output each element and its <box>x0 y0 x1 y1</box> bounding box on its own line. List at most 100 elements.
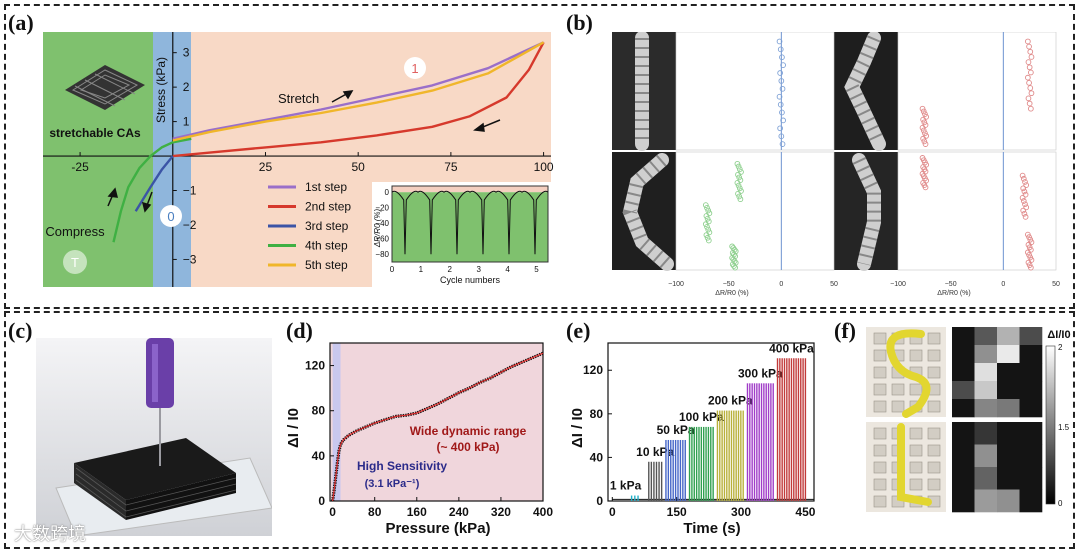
b-data-point <box>1026 79 1032 86</box>
b-data-point <box>1028 90 1035 97</box>
a-ytick-label: −2 <box>183 218 197 232</box>
f-colorbar-tick: 1.5 <box>1058 423 1070 432</box>
f-sensor-cell <box>909 427 923 440</box>
b-data-point <box>778 133 785 140</box>
f-heatmap-cell <box>997 489 1020 513</box>
b-xtick-label: 50 <box>830 281 838 288</box>
a-series-line <box>172 41 545 140</box>
d-xtick-label: 240 <box>449 505 469 519</box>
b-xlabel-left: ΔR/R0 (%) <box>715 290 748 297</box>
a-ytick-label: 2 <box>183 80 190 94</box>
panel-f-heatmaps: ΔI/I0 2 1.5 0 <box>866 327 1071 513</box>
top-frame <box>4 4 1075 309</box>
f-sensor-cell <box>927 461 941 474</box>
b-data-point <box>704 215 711 222</box>
f-heatmap-cell <box>952 399 975 418</box>
b-data-point <box>777 125 783 132</box>
f-heatmap-cell <box>974 489 998 513</box>
panel-label-c: (c) <box>8 318 33 343</box>
e-xtick-label: 0 <box>609 505 616 519</box>
b-xtick-label: −100 <box>668 281 684 288</box>
f-heatmap-cell <box>997 467 1020 490</box>
b-data-point <box>922 111 928 117</box>
a-legend-label: 5th step <box>305 258 348 272</box>
b-data-point <box>1027 85 1034 91</box>
f-colorbar-label: ΔI/I0 <box>1047 329 1070 341</box>
f-sensor-cell <box>909 461 923 474</box>
f-sensor-cell <box>927 427 941 440</box>
b-data-point <box>705 226 712 233</box>
a-legend-label: 3rd step <box>305 219 349 233</box>
b-data-point <box>921 119 928 126</box>
b-data-point <box>922 141 929 147</box>
f-heatmap-cell <box>997 327 1020 346</box>
b-data-point <box>1025 74 1031 81</box>
d-ytick-label: 0 <box>318 494 325 508</box>
b-tube-sketch <box>852 153 881 271</box>
f-heatmap-cell <box>997 381 1020 400</box>
b-data-point <box>776 93 783 100</box>
f-sensor-cell <box>927 444 941 457</box>
d-fit-line <box>332 352 544 502</box>
f-heatmap-cell <box>1019 363 1043 382</box>
panel-d-pressure-chart: 0 80 160 240 320 400 0 40 80 120 ΔI / I0 Pressure… <box>285 342 553 537</box>
f-heatmap-cell <box>1019 422 1043 445</box>
d-xtick-label: 80 <box>368 505 382 519</box>
b-data-point <box>1027 48 1034 55</box>
b-data-point <box>780 117 786 124</box>
e-xtick-label: 450 <box>795 505 815 519</box>
b-data-point <box>777 46 784 53</box>
f-sensor-cell <box>927 349 941 362</box>
f-heatmap-cell <box>974 363 998 382</box>
d-range-value: (~ 400 kPa) <box>436 440 499 454</box>
b-data-point <box>779 141 786 147</box>
e-pulse-label: 300 kPa <box>738 366 783 380</box>
f-sensor-cell <box>927 366 941 379</box>
compress-label: Compress <box>45 224 105 239</box>
panel-label-e: (e) <box>566 318 591 343</box>
b-data-point <box>704 234 711 241</box>
b-data-point <box>705 237 712 244</box>
b-data-point <box>777 70 783 76</box>
d-xtick-label: 400 <box>533 505 553 519</box>
b-xlabel-right: ΔR/R0 (%) <box>937 290 970 297</box>
b-data-point <box>921 138 928 145</box>
f-heatmap-cell <box>952 345 975 364</box>
d-sens-label: High Sensitivity <box>357 459 447 473</box>
b-data-point <box>1023 204 1030 211</box>
b-data-point <box>732 264 738 271</box>
b-data-point <box>703 213 710 219</box>
inset-xtick-label: 4 <box>505 265 510 274</box>
f-heatmap-cell <box>997 345 1020 364</box>
panel-label-d: (d) <box>286 318 313 343</box>
b-subplot-frame <box>675 151 835 271</box>
b-data-point <box>736 174 743 181</box>
b-data-point <box>922 184 929 191</box>
f-heatmap-cell <box>974 444 998 468</box>
arrow-icons <box>107 90 501 213</box>
bottom-frame <box>4 311 1075 549</box>
f-heatmap-cell <box>1019 444 1043 468</box>
b-subplot-frame <box>675 32 835 151</box>
b-data-point <box>705 207 712 214</box>
inset-xtick-label: 3 <box>476 265 481 274</box>
b-data-point <box>702 202 709 208</box>
f-sensor-cell <box>891 400 905 413</box>
f-sensor-cell <box>909 444 923 457</box>
inset-cycle-line <box>391 190 549 255</box>
a-xtick-label: 75 <box>444 160 458 174</box>
b-xtick-label: −100 <box>890 281 906 288</box>
f-heatmap-cell <box>952 363 975 382</box>
panel-label-a: (a) <box>8 10 34 35</box>
d-ytick-label: 80 <box>312 404 326 418</box>
f-sensor-cell <box>909 383 923 396</box>
e-pulse-label: 400 kPa <box>769 341 814 355</box>
d-range-label: Wide dynamic range <box>410 424 527 438</box>
d-xtick-label: 0 <box>329 505 336 519</box>
b-data-point <box>919 124 926 131</box>
b-data-point <box>704 204 710 211</box>
f-sensor-cell <box>891 383 905 396</box>
b-data-point <box>735 163 742 170</box>
b-xtick-label: −50 <box>723 281 735 288</box>
f-sensor-cell <box>927 332 941 345</box>
